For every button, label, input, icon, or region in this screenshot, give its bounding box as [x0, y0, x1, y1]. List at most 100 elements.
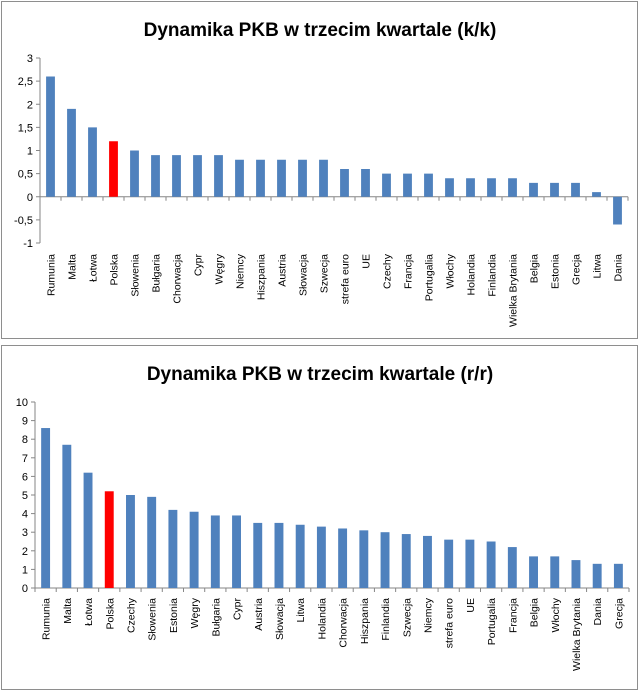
bar-15 [340, 169, 349, 197]
category-label: Finlandia [380, 598, 392, 641]
category-label: Austria [277, 254, 289, 287]
bar-26 [571, 182, 580, 197]
y-tick-label: 0,5 [18, 169, 33, 181]
chart-title: Dynamika PKB w trzecim kwartale (k/k) [144, 20, 497, 41]
bar-18 [401, 534, 411, 588]
category-label: Niemcy [235, 253, 247, 289]
category-label: Włochy [550, 597, 562, 632]
y-tick-label: 1 [27, 146, 33, 158]
y-tick-label: 3 [22, 527, 28, 539]
category-label: Portugalia [424, 254, 436, 301]
bar-4 [104, 491, 114, 588]
category-label: Czechy [382, 253, 394, 289]
y-tick-label: 1 [22, 564, 28, 576]
category-label: Holandia [316, 598, 328, 640]
y-tick-label: 5 [22, 490, 28, 502]
bar-19 [424, 173, 433, 197]
category-label: Cypr [232, 597, 244, 620]
bar-11 [256, 159, 265, 197]
bar-27 [592, 192, 601, 197]
category-label: strefa euro [444, 598, 456, 648]
category-label: Rumunia [41, 598, 53, 640]
chart-title: Dynamika PKB w trzecim kwartale (r/r) [147, 364, 493, 385]
category-label: Słowenia [130, 254, 142, 297]
bar-7 [168, 509, 178, 588]
category-label: Dania [613, 254, 625, 282]
bar-10 [235, 159, 244, 197]
bar-16 [361, 169, 370, 197]
bar-24 [529, 182, 538, 197]
bar-12 [277, 159, 286, 197]
bar-5 [126, 495, 135, 588]
category-label: Finlandia [487, 254, 499, 297]
category-label: Bułgaria [151, 254, 163, 293]
bar-2 [62, 444, 72, 588]
category-label: Szwecja [401, 598, 413, 637]
bar-22 [487, 178, 496, 197]
y-tick-label: 9 [22, 416, 28, 428]
bar-23 [507, 547, 517, 588]
chart-panel-yoy: Dynamika PKB w trzecim kwartale (r/r) 0 1 2… [1, 345, 638, 690]
y-tick-label: 2,5 [18, 76, 33, 88]
category-label: Dania [592, 598, 604, 626]
bar-1 [46, 76, 55, 197]
y-tick-label: -1 [23, 238, 33, 250]
bar-25 [550, 182, 559, 197]
category-label: Węgry [214, 253, 226, 284]
category-label: Łotwa [88, 254, 100, 282]
y-tick-label: 2 [27, 99, 33, 111]
category-label: Wielka Brytania [508, 254, 520, 327]
bar-17 [380, 532, 390, 588]
bar-20 [445, 178, 454, 197]
bar-15 [338, 528, 348, 588]
category-label: Malta [62, 598, 74, 624]
category-label: Włochy [445, 253, 457, 288]
category-label: Hiszpania [359, 598, 371, 644]
chart-panel-qoq: Dynamika PKB w trzecim kwartale (k/k) -1 -… [1, 1, 638, 339]
bar-26 [571, 560, 581, 588]
category-label: Czechy [125, 597, 137, 633]
y-tick-label: 4 [22, 509, 28, 521]
category-label: UE [465, 598, 477, 613]
bar-9 [214, 155, 223, 197]
bar-12 [274, 522, 284, 588]
category-label: UE [361, 254, 373, 269]
category-label: Rumunia [46, 254, 58, 296]
bar-11 [253, 522, 263, 588]
category-label: strefa euro [340, 254, 352, 304]
category-label: Grecja [613, 598, 625, 629]
bar-23 [508, 178, 517, 197]
bar-28 [613, 563, 623, 588]
bar-16 [359, 530, 369, 588]
y-tick-label: 0 [22, 583, 28, 595]
category-label: Austria [253, 598, 265, 631]
y-tick-label: 1,5 [18, 122, 33, 134]
bar-4 [109, 141, 118, 197]
bar-7 [172, 155, 181, 197]
category-label: Chorwacja [172, 254, 184, 304]
bar-1 [41, 428, 51, 588]
bar-19 [423, 535, 432, 588]
y-tick-label: -0,5 [14, 215, 33, 227]
chart-yoy: Dynamika PKB w trzecim kwartale (r/r) 0 1 2… [16, 364, 630, 671]
bar-10 [232, 515, 241, 588]
chart-qoq: Dynamika PKB w trzecim kwartale (k/k) -1 -… [14, 20, 629, 327]
bar-13 [298, 159, 307, 197]
bar-28 [613, 196, 622, 225]
y-tick-label: 6 [22, 471, 28, 483]
bar-2 [67, 108, 76, 197]
y-tick-label: 8 [22, 434, 28, 446]
bar-3 [88, 127, 97, 197]
category-label: Francja [403, 254, 415, 289]
bar-14 [316, 526, 326, 588]
y-tick-label: 0 [27, 192, 33, 204]
category-label: Holandia [466, 254, 478, 296]
category-label: Łotwa [83, 598, 95, 626]
category-label: Estonia [550, 254, 562, 289]
category-label: Cypr [193, 253, 205, 276]
category-label: Hiszpania [256, 254, 268, 300]
bar-25 [550, 556, 560, 588]
y-tick-label: 7 [22, 453, 28, 465]
category-label: Bułgaria [210, 598, 222, 637]
category-label: Słowenia [147, 598, 159, 641]
